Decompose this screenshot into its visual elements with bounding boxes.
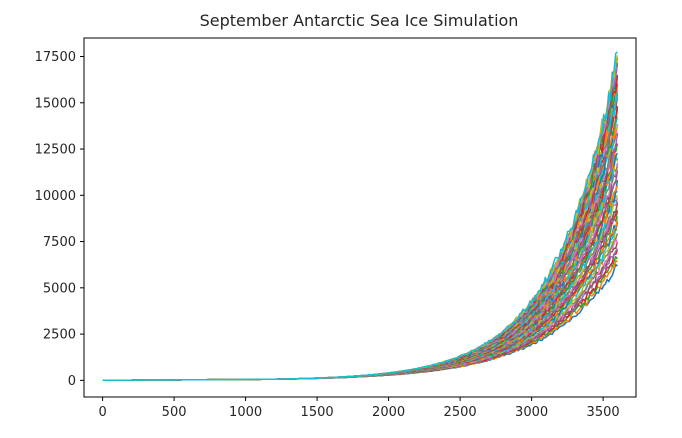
series-line bbox=[102, 51, 618, 382]
x-tick-label: 2500 bbox=[444, 405, 477, 420]
series-line bbox=[102, 179, 619, 382]
series-line bbox=[102, 189, 619, 382]
axes-layer: 0 500 1000 1500 2000 2500 3000 3500 0 2500 5000 750… bbox=[35, 37, 637, 420]
series-line bbox=[102, 133, 619, 382]
series-line bbox=[102, 171, 619, 382]
y-tick-label: 12500 bbox=[35, 143, 76, 158]
x-tick-label: 1500 bbox=[301, 405, 334, 420]
chart-title: September Antarctic Sea Ice Simulation bbox=[200, 11, 519, 30]
x-tick-label: 2000 bbox=[372, 405, 405, 420]
series-line bbox=[102, 134, 618, 382]
series-line bbox=[102, 162, 619, 382]
y-tick-label: 15000 bbox=[35, 96, 76, 111]
series-line bbox=[102, 96, 619, 382]
y-tick-label: 7500 bbox=[43, 235, 76, 250]
y-tick-label: 5000 bbox=[43, 281, 76, 296]
series-line bbox=[102, 143, 618, 382]
y-tick-label: 0 bbox=[68, 374, 76, 389]
series-line bbox=[102, 163, 619, 382]
plot-frame bbox=[83, 37, 637, 398]
series-line bbox=[102, 155, 619, 382]
y-tick-label: 10000 bbox=[35, 189, 76, 204]
series-line bbox=[102, 180, 619, 382]
series-layer bbox=[102, 51, 619, 382]
series-line bbox=[102, 170, 619, 382]
series-line bbox=[102, 123, 619, 382]
series-line bbox=[102, 143, 619, 382]
y-tick-label: 17500 bbox=[35, 50, 76, 65]
x-tick-label: 3000 bbox=[515, 405, 548, 420]
series-line bbox=[102, 127, 618, 382]
series-line bbox=[102, 148, 618, 382]
x-tick-label: 1000 bbox=[229, 405, 262, 420]
y-tick-label: 2500 bbox=[43, 328, 76, 343]
series-line bbox=[102, 166, 619, 382]
series-line bbox=[102, 154, 619, 382]
series-line bbox=[102, 152, 619, 382]
series-line bbox=[102, 185, 619, 382]
series-line bbox=[102, 194, 619, 382]
x-tick-label: 500 bbox=[162, 405, 187, 420]
x-tick-label: 0 bbox=[98, 405, 106, 420]
series-line bbox=[102, 132, 619, 382]
x-tick-label: 3500 bbox=[587, 405, 620, 420]
